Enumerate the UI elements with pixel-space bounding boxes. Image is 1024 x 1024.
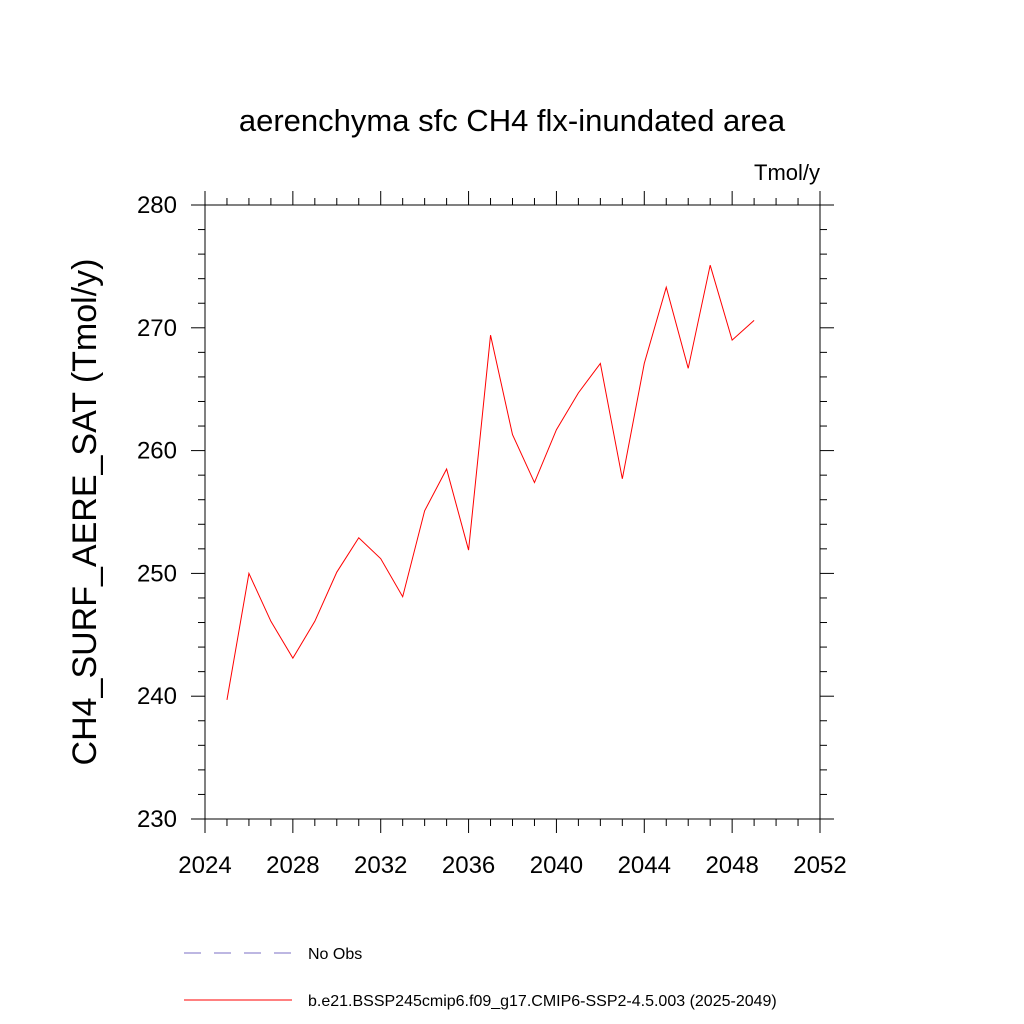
x-tick-label: 2036 bbox=[442, 852, 495, 879]
chart-title: aerenchyma sfc CH4 flx-inundated area bbox=[239, 103, 786, 138]
x-tick-label: 2028 bbox=[266, 852, 319, 879]
x-tick-label: 2024 bbox=[178, 852, 231, 879]
x-tick-label: 2052 bbox=[793, 852, 846, 879]
y-tick-label: 230 bbox=[137, 806, 177, 833]
legend: No Obs b.e21.BSSP245cmip6.f09_g17.CMIP6-S… bbox=[184, 946, 777, 1010]
legend-label: No Obs bbox=[308, 946, 362, 963]
x-tick-label: 2032 bbox=[354, 852, 407, 879]
series-lines bbox=[226, 265, 755, 700]
y-tick-label: 270 bbox=[137, 315, 177, 342]
y-tick-label: 240 bbox=[137, 683, 177, 710]
units-label: Tmol/y bbox=[754, 160, 820, 185]
x-tick-label: 2048 bbox=[705, 852, 758, 879]
plot-frame bbox=[204, 204, 821, 820]
y-tick-label: 260 bbox=[137, 438, 177, 465]
y-tick-label: 250 bbox=[137, 560, 177, 587]
legend-label: b.e21.BSSP245cmip6.f09_g17.CMIP6-SSP2-4.… bbox=[308, 993, 777, 1010]
axis-ticks: 2024 2028 2032 2036 2040 2044 2048 2052 230 240 25… bbox=[137, 191, 847, 879]
x-tick-label: 2040 bbox=[530, 852, 583, 879]
y-tick-label: 280 bbox=[137, 192, 177, 219]
y-axis-label: CH4_SURF_AERE_SAT (Tmol/y) bbox=[66, 259, 104, 766]
series-line bbox=[226, 265, 755, 700]
x-tick-label: 2044 bbox=[618, 852, 671, 879]
